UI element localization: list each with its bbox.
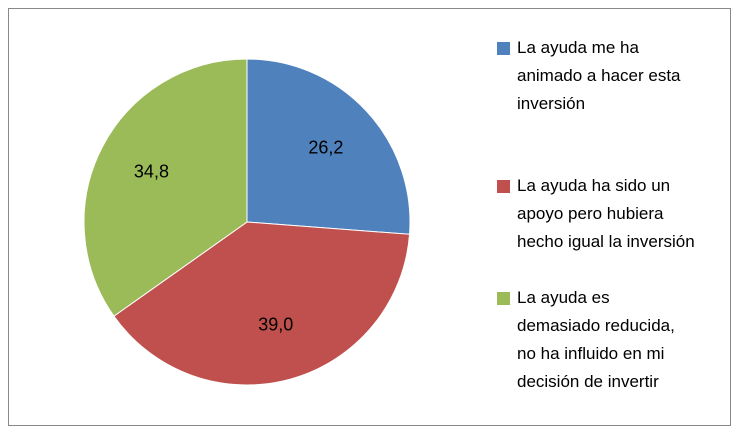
data-label: 26,2 <box>308 138 343 158</box>
legend-swatch <box>497 42 510 55</box>
pie-slice <box>246 58 411 235</box>
legend-label: La ayuda es demasiado reducida, no ha in… <box>517 288 675 391</box>
data-label: 39,0 <box>258 314 293 334</box>
pie-slice <box>113 221 411 386</box>
legend-swatch <box>497 180 510 193</box>
legend-label: La ayuda ha sido un apoyo pero hubiera h… <box>517 176 695 251</box>
legend-item: La ayuda me ha animado a hacer esta inve… <box>497 34 697 118</box>
pie-slice <box>83 58 248 317</box>
legend-swatch <box>497 292 510 305</box>
data-label: 34,8 <box>134 161 169 181</box>
legend-item: La ayuda es demasiado reducida, no ha in… <box>497 284 697 396</box>
legend-label: La ayuda me ha animado a hacer esta inve… <box>517 38 681 113</box>
legend-item: La ayuda ha sido un apoyo pero hubiera h… <box>497 172 697 256</box>
